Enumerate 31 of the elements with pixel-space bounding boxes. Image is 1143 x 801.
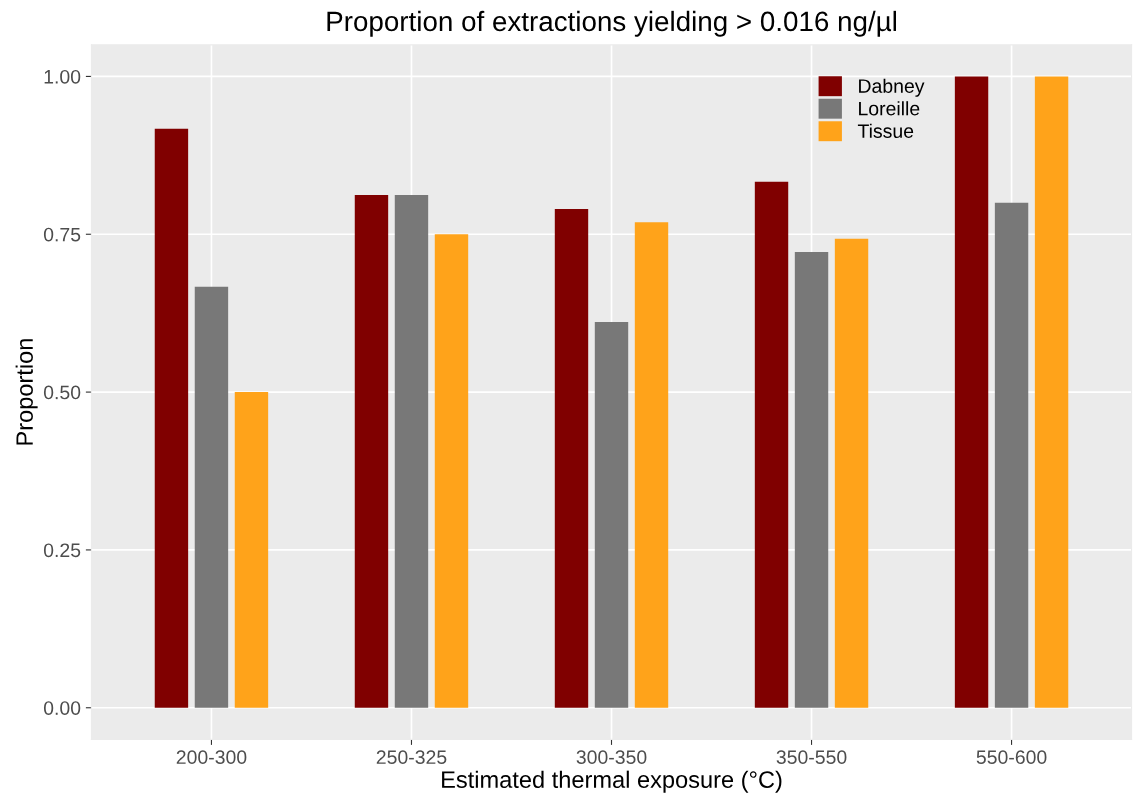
bar [954, 76, 989, 708]
legend-label: Dabney [859, 78, 925, 97]
bar [754, 181, 789, 708]
y-tick-label: 0.00 [43, 701, 81, 715]
x-tick-label: 550-600 [976, 750, 1047, 765]
y-tick-label: 1.00 [44, 69, 81, 84]
bar [394, 195, 429, 708]
bar [234, 392, 269, 708]
bar [434, 234, 469, 708]
legend-label: Loreille [859, 101, 920, 116]
legend-label: Tissue [857, 123, 914, 138]
y-tick-label: 0.50 [43, 385, 81, 400]
bar [834, 238, 869, 708]
bar [634, 222, 669, 708]
y-tick-label: 0.25 [43, 543, 81, 558]
x-tick-label: 250-325 [376, 750, 447, 765]
y-axis-title: Proportion [15, 339, 38, 445]
bar [154, 128, 189, 708]
bar [354, 195, 389, 708]
x-tick-label: 300-350 [576, 750, 647, 765]
chart-title: Proportion of extractions yielding > 0.016 ng/µl [327, 10, 896, 37]
y-tick-label: 0.75 [43, 227, 81, 242]
bar [194, 286, 229, 708]
x-tick-label: 350-550 [776, 750, 847, 765]
bar [554, 209, 589, 708]
x-axis-title: Estimated thermal exposure (°C) [442, 770, 782, 793]
bar [1034, 76, 1069, 708]
bar [594, 322, 629, 708]
x-tick-label: 200-300 [176, 750, 247, 765]
bar [794, 251, 829, 708]
bar [994, 202, 1029, 708]
